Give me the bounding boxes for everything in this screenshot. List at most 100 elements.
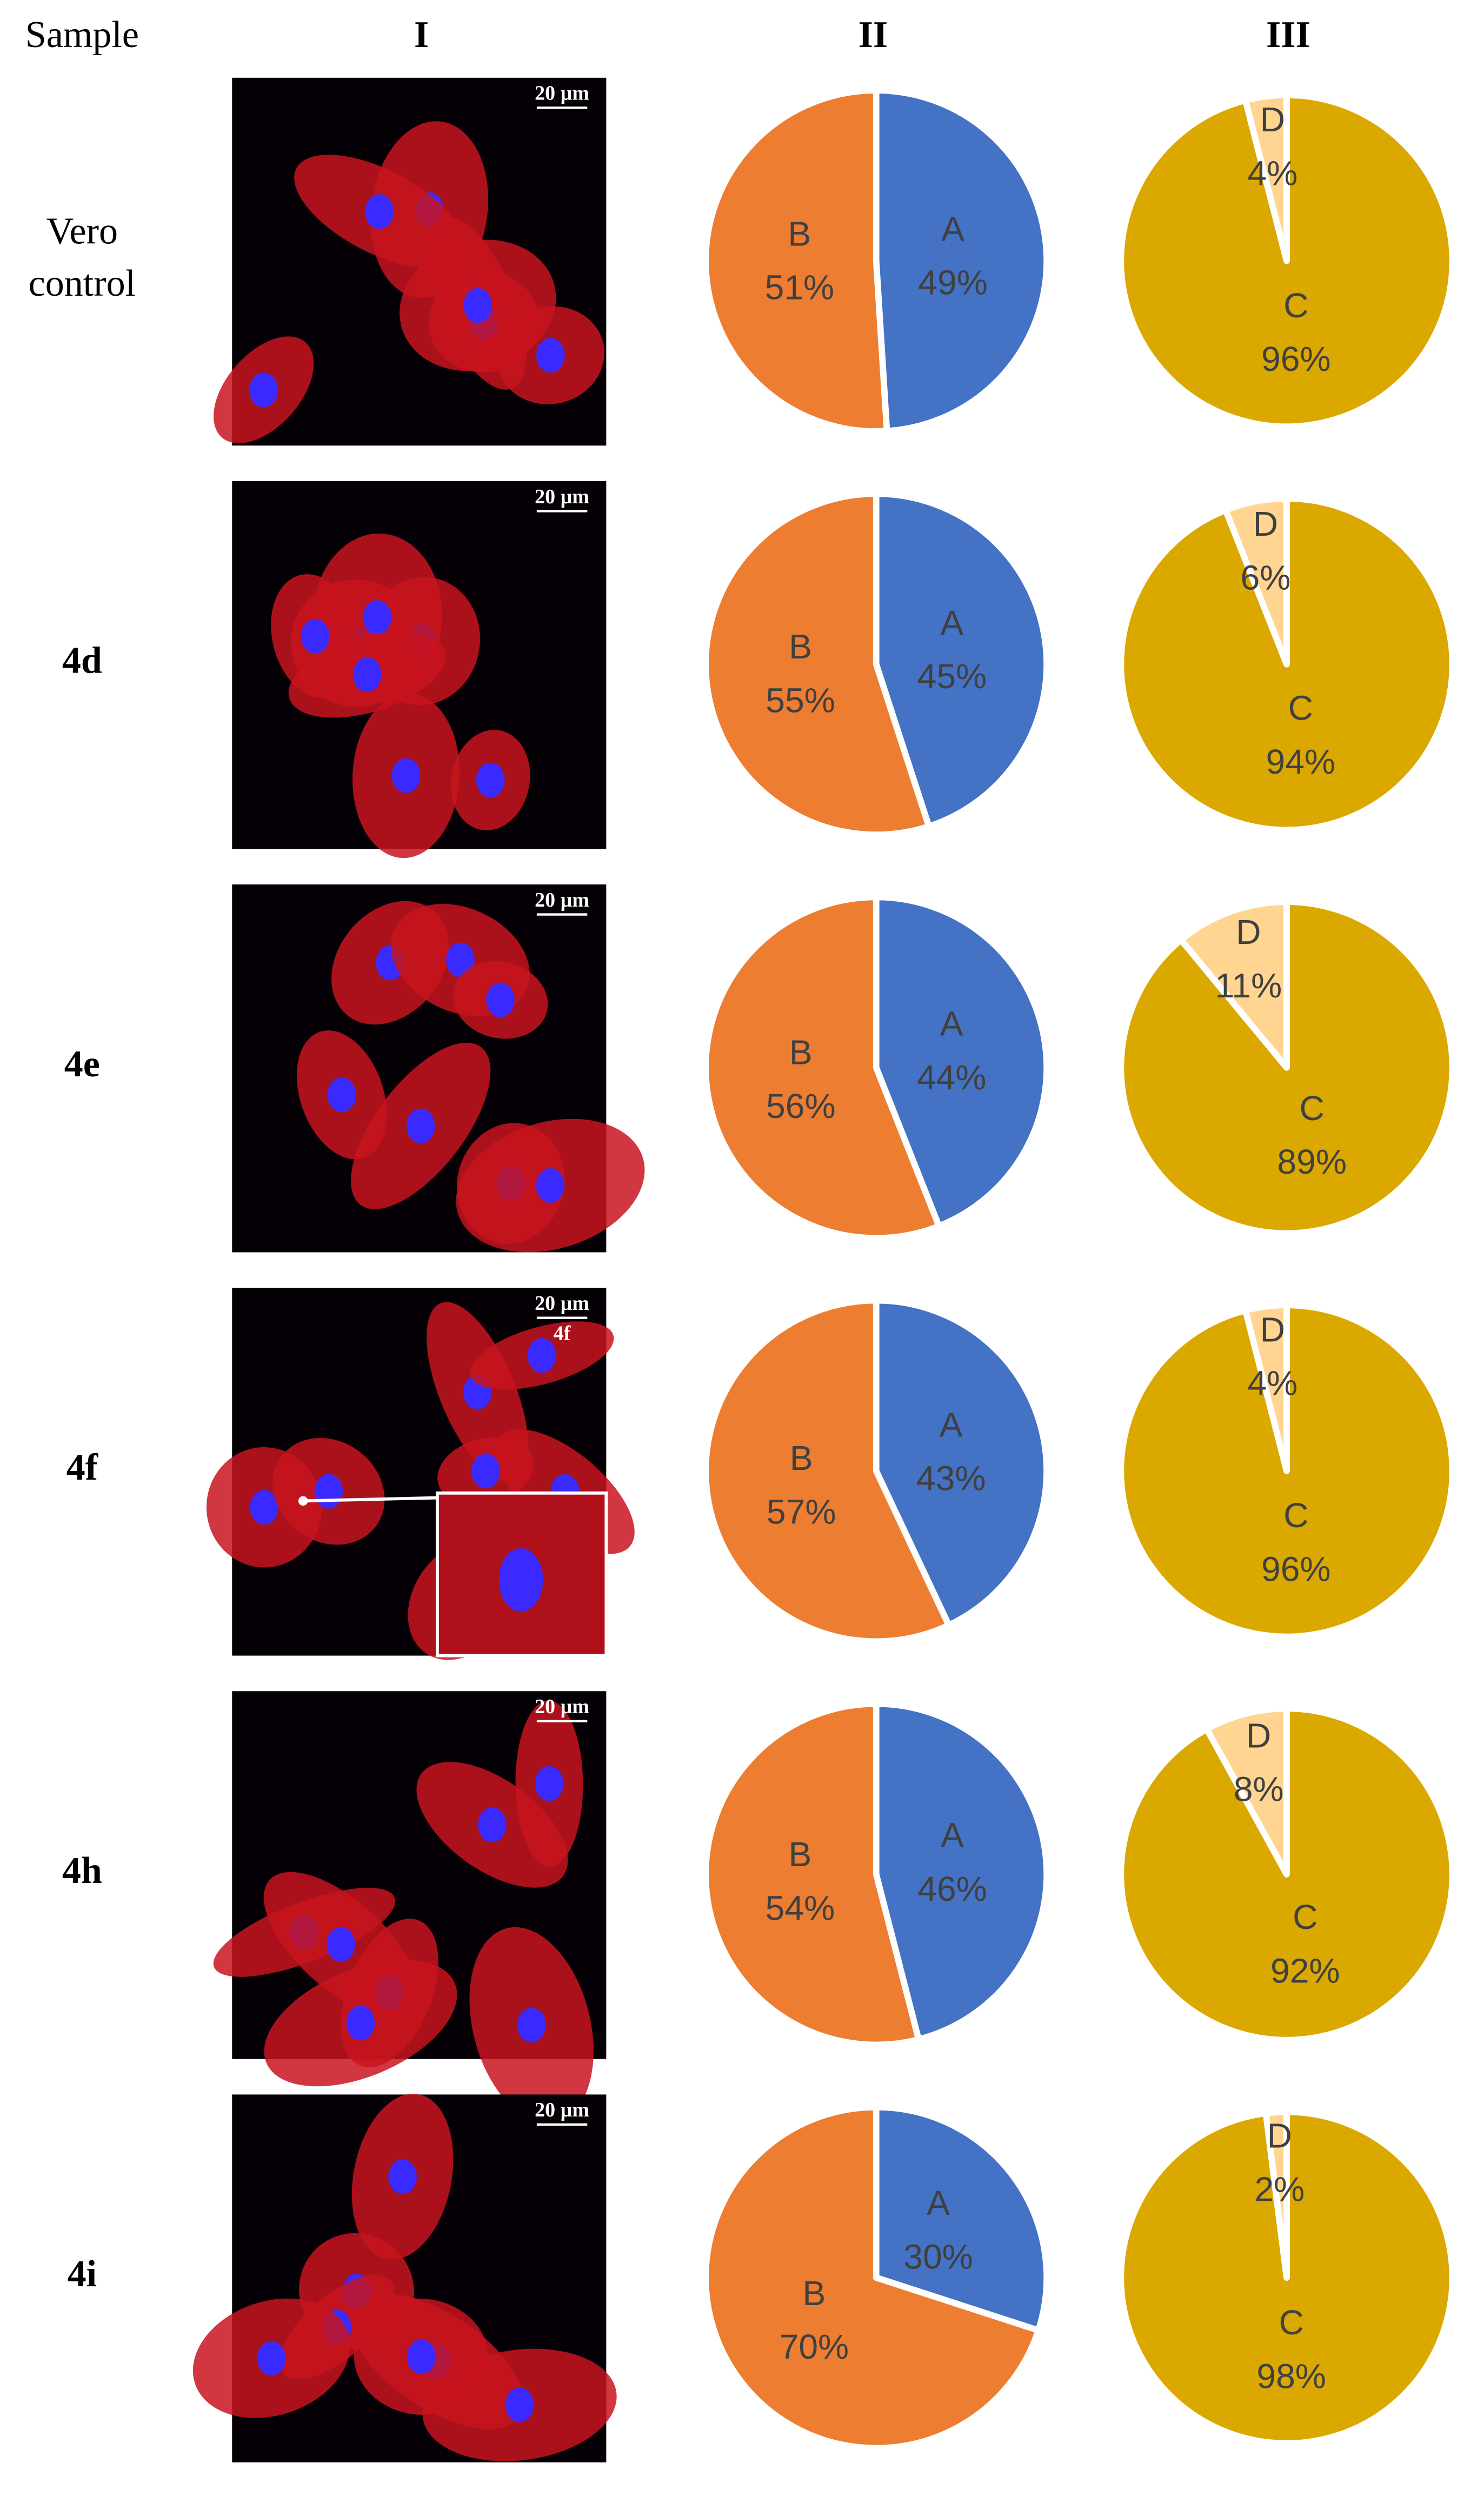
slice-category: D bbox=[1246, 1716, 1271, 1755]
nucleus bbox=[249, 372, 278, 408]
nucleus bbox=[257, 2341, 286, 2376]
slice-category: D bbox=[1236, 913, 1261, 951]
slice-label: 94% bbox=[1266, 742, 1336, 781]
pie-slice bbox=[702, 2103, 1042, 2452]
pie-slice bbox=[702, 1297, 952, 1645]
scale-bar-label: 20 µm bbox=[535, 82, 589, 105]
nucleus bbox=[365, 194, 394, 229]
nucleus bbox=[517, 2008, 546, 2043]
pie-slice bbox=[702, 87, 890, 435]
nucleus bbox=[407, 2339, 436, 2374]
column-header: II bbox=[859, 14, 888, 56]
slice-category: B bbox=[789, 627, 812, 666]
slice-category: B bbox=[789, 1033, 813, 1072]
pie-slice bbox=[873, 894, 1050, 1229]
scale-bar-label: 20 µm bbox=[535, 485, 589, 508]
slice-category: D bbox=[1260, 1310, 1285, 1349]
slice-label: 4% bbox=[1247, 154, 1297, 192]
pie-slice bbox=[702, 894, 942, 1242]
inset-pointer bbox=[303, 1496, 437, 1503]
sample-label: control bbox=[29, 263, 136, 304]
pie-slice bbox=[1177, 898, 1290, 1071]
slice-category: A bbox=[940, 1004, 963, 1043]
sample-label: 4h bbox=[62, 1850, 102, 1892]
nucleus bbox=[527, 1338, 556, 1373]
micrograph: 20 µm bbox=[232, 481, 607, 858]
slice-category: A bbox=[940, 603, 963, 642]
slice-label: 55% bbox=[766, 681, 835, 720]
nucleus bbox=[446, 942, 475, 977]
slice-label: 45% bbox=[917, 657, 987, 696]
scale-bar-label: 20 µm bbox=[535, 1695, 589, 1718]
column-header: III bbox=[1266, 14, 1310, 56]
slice-label: 56% bbox=[766, 1087, 836, 1126]
pie-slice bbox=[873, 1297, 1050, 1629]
slice-category: C bbox=[1300, 1089, 1325, 1128]
nucleus bbox=[406, 1108, 435, 1143]
nucleus bbox=[314, 1474, 343, 1509]
micrograph: 20 µm bbox=[192, 2093, 617, 2462]
pie-slice bbox=[873, 2103, 1050, 2334]
micrograph: 20 µm bbox=[213, 1691, 607, 2123]
pie-slice bbox=[702, 1700, 922, 2048]
nucleus bbox=[498, 1548, 543, 1612]
slice-category: A bbox=[940, 1405, 963, 1444]
sample-label: 4d bbox=[62, 640, 102, 682]
slice-label: 43% bbox=[916, 1459, 986, 1498]
nucleus bbox=[363, 600, 392, 635]
slice-label: 46% bbox=[917, 1869, 987, 1908]
sample-label: Vero bbox=[46, 210, 118, 252]
slice-label: 57% bbox=[767, 1492, 836, 1531]
pie-slice bbox=[1203, 1705, 1290, 1878]
slice-category: B bbox=[788, 214, 811, 253]
slice-label: 49% bbox=[918, 263, 988, 302]
sample-label: 4e bbox=[64, 1043, 100, 1085]
scale-bar-label: 20 µm bbox=[535, 1292, 589, 1315]
slice-label: 2% bbox=[1254, 2170, 1305, 2209]
column-header: I bbox=[414, 14, 429, 56]
nucleus bbox=[250, 1490, 278, 1525]
micrograph: 20 µm 4f bbox=[206, 1288, 635, 1660]
pie-slice bbox=[1262, 2108, 1290, 2281]
slice-category: B bbox=[802, 2274, 826, 2313]
nucleus bbox=[391, 758, 421, 793]
slice-category: C bbox=[1283, 286, 1308, 325]
sample-label: 4f bbox=[66, 1447, 99, 1488]
sample-label: 4i bbox=[68, 2253, 97, 2295]
slice-category: D bbox=[1260, 100, 1285, 139]
nucleus bbox=[463, 288, 493, 323]
slice-category: B bbox=[788, 1835, 811, 1874]
scale-bar-label: 20 µm bbox=[535, 889, 589, 911]
slice-label: 44% bbox=[917, 1058, 987, 1097]
slice-category: C bbox=[1283, 1496, 1308, 1535]
slice-label: 51% bbox=[765, 268, 835, 307]
nucleus bbox=[505, 2387, 534, 2422]
slice-label: 4% bbox=[1247, 1364, 1297, 1403]
slice-label: 96% bbox=[1261, 1549, 1331, 1588]
pie-slice bbox=[1242, 1302, 1290, 1474]
slice-label: 89% bbox=[1277, 1142, 1347, 1181]
micrograph: 20 µm bbox=[214, 77, 607, 446]
scale-bar-label: 20 µm bbox=[535, 2099, 589, 2121]
pie-slice bbox=[873, 1700, 1050, 2043]
slice-label: 6% bbox=[1240, 558, 1290, 597]
inset-dot bbox=[298, 1496, 308, 1506]
pie-slice bbox=[702, 490, 933, 838]
slice-label: 98% bbox=[1256, 2356, 1326, 2395]
slice-category: D bbox=[1253, 504, 1278, 543]
slice-category: C bbox=[1293, 1898, 1317, 1936]
nucleus bbox=[535, 1766, 564, 1801]
slice-label: 8% bbox=[1234, 1770, 1284, 1809]
slice-category: C bbox=[1279, 2303, 1303, 2342]
nucleus bbox=[471, 1454, 500, 1489]
nucleus bbox=[536, 1168, 565, 1203]
pie-slice bbox=[1222, 495, 1290, 668]
slice-label: 54% bbox=[766, 1888, 835, 1927]
slice-label: 96% bbox=[1261, 339, 1331, 378]
slice-category: C bbox=[1288, 689, 1313, 728]
pie-slice bbox=[1242, 92, 1290, 264]
nucleus bbox=[486, 982, 515, 1017]
slice-category: A bbox=[927, 2184, 950, 2222]
